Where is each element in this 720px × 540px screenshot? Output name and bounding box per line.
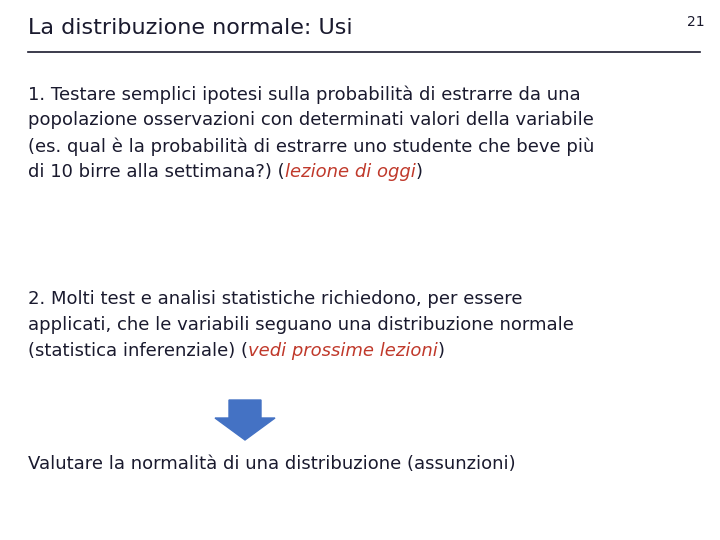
Text: La distribuzione normale: Usi: La distribuzione normale: Usi xyxy=(28,18,353,38)
Text: Valutare la normalità di una distribuzione (assunzioni): Valutare la normalità di una distribuzio… xyxy=(28,455,516,473)
Text: 21: 21 xyxy=(688,15,705,29)
Text: di 10 birre alla settimana?) (: di 10 birre alla settimana?) ( xyxy=(28,163,284,181)
Text: 2. Molti test e analisi statistiche richiedono, per essere: 2. Molti test e analisi statistiche rich… xyxy=(28,290,523,308)
Text: ): ) xyxy=(438,342,445,360)
Text: applicati, che le variabili seguano una distribuzione normale: applicati, che le variabili seguano una … xyxy=(28,316,574,334)
Text: popolazione osservazioni con determinati valori della variabile: popolazione osservazioni con determinati… xyxy=(28,111,594,129)
Text: vedi prossime lezioni: vedi prossime lezioni xyxy=(248,342,438,360)
Text: lezione di oggi: lezione di oggi xyxy=(284,163,415,181)
Text: (statistica inferenziale) (: (statistica inferenziale) ( xyxy=(28,342,248,360)
Text: 1. Testare semplici ipotesi sulla probabilità di estrarre da una: 1. Testare semplici ipotesi sulla probab… xyxy=(28,85,580,104)
Text: (es. qual è la probabilità di estrarre uno studente che beve più: (es. qual è la probabilità di estrarre u… xyxy=(28,137,595,156)
Text: ): ) xyxy=(415,163,423,181)
